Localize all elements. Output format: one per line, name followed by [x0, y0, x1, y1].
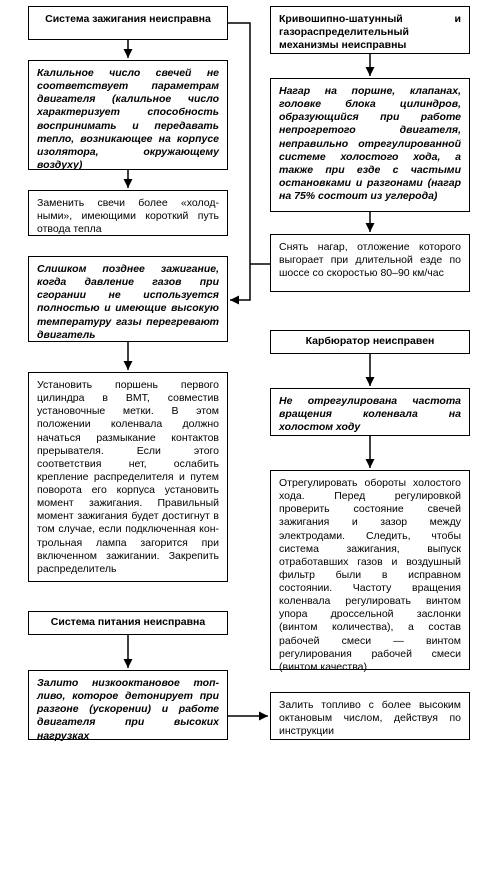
box-crank-valve-fault: Кривошипно-шатунный и газораспределитель… — [270, 6, 470, 54]
box-low-octane: Залито низкооктановое топ­ливо, которое … — [28, 670, 228, 740]
box-adjust-idle: Отрегулировать обороты холо­стого хода. … — [270, 470, 470, 670]
box-set-piston-tdc: Установить поршень первого цилиндра в ВМ… — [28, 372, 228, 582]
arrow-l1-down-to-l4 — [228, 23, 250, 300]
box-fuel-system-fault: Система питания неисправна — [28, 611, 228, 635]
box-refuel-high-octane: Залить топливо с более высо­ким октановы… — [270, 692, 470, 740]
text: Кривошипно-шатунный и газораспределитель… — [279, 13, 461, 51]
box-carbon-deposit: Нагар на поршне, клапанах, головке блока… — [270, 78, 470, 212]
box-replace-plugs: Заменить свечи более «холод­ными», имеющ… — [28, 190, 228, 236]
text: Система зажигания неисправна — [45, 13, 211, 25]
text: Заменить свечи более «холод­ными», имеющ… — [37, 197, 219, 235]
text: Установить поршень первого цилиндра в ВМ… — [37, 379, 219, 575]
text: Залито низкооктановое топ­ливо, которое … — [37, 677, 219, 742]
text: Залить топливо с более высо­ким октановы… — [279, 699, 461, 737]
text: Снять нагар, отложение кото­рого выгорае… — [279, 241, 461, 279]
text: Калильное число свечей не соответствует … — [37, 67, 219, 171]
box-carburetor-fault: Карбюратор неисправен — [270, 330, 470, 354]
text: Слишком позднее зажига­ние, когда давлен… — [37, 263, 219, 341]
text: Карбюратор неисправен — [306, 335, 435, 347]
box-late-ignition: Слишком позднее зажига­ние, когда давлен… — [28, 256, 228, 342]
text: Нагар на поршне, клапанах, головке блока… — [279, 85, 461, 202]
text: Не отрегулирована частота вращения колен… — [279, 395, 461, 433]
box-spark-plug-heat: Калильное число свечей не соответствует … — [28, 60, 228, 170]
text: Отрегулировать обороты холо­стого хода. … — [279, 477, 461, 673]
box-ignition-fault: Система зажигания неисправна — [28, 6, 228, 40]
text: Система питания неисправна — [51, 616, 205, 628]
box-remove-carbon: Снять нагар, отложение кото­рого выгорае… — [270, 234, 470, 292]
box-idle-not-adjusted: Не отрегулирована частота вращения колен… — [270, 388, 470, 436]
